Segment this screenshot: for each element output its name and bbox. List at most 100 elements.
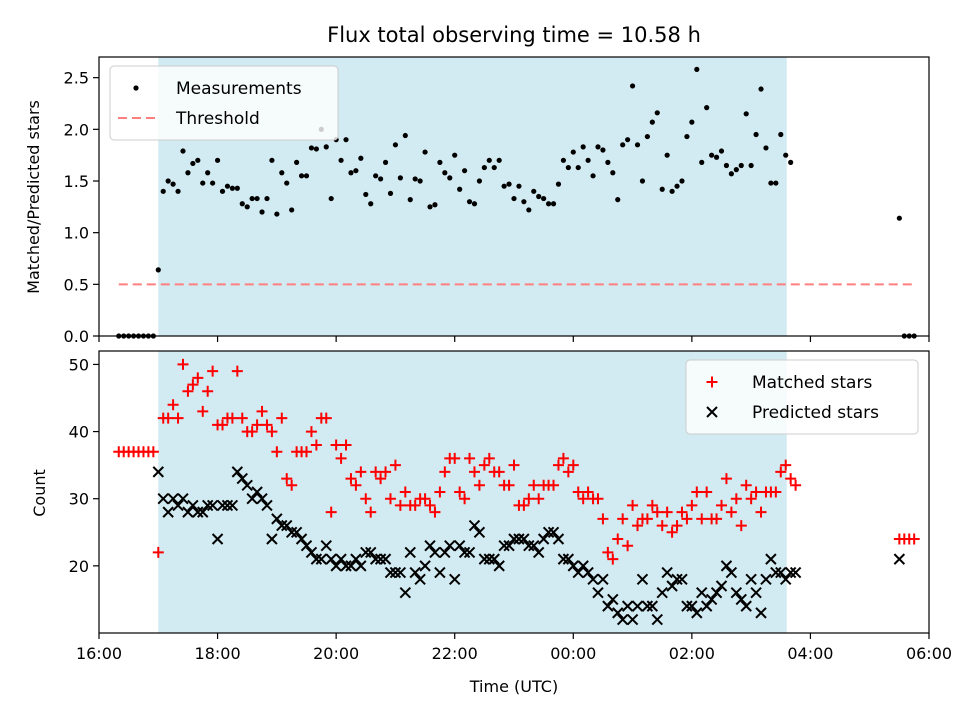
data-point [664,152,670,158]
x-tick-label: 22:00 [432,644,478,663]
data-point [666,526,678,538]
data-point [681,513,693,525]
data-point [289,207,295,213]
data-point [621,600,634,612]
data-point [488,553,500,565]
data-point [681,600,693,612]
data-point [458,546,471,559]
data-point [590,173,596,179]
data-point [557,452,569,464]
data-point [384,493,396,505]
data-point [206,499,219,512]
data-point [313,146,319,152]
data-point [661,566,673,579]
data-point [631,600,644,612]
data-point [760,573,772,585]
data-point [409,566,421,579]
series-measurements [116,66,917,339]
legend-marker [706,376,718,388]
data-point [224,183,231,189]
data-point [375,473,387,485]
data-point [542,526,555,538]
data-point [389,566,402,579]
data-point [303,173,310,179]
data-point [526,207,532,213]
data-point [409,499,421,511]
data-point [616,613,629,626]
data-point [669,188,675,194]
data-point [323,144,329,150]
data-point [641,600,654,612]
data-point [632,520,644,532]
data-point [399,486,411,498]
data-point [412,176,418,182]
data-point [694,66,700,72]
data-point [780,459,792,471]
data-point [582,486,594,498]
data-point [350,553,362,565]
data-point [382,159,389,165]
data-point [713,154,720,160]
data-point [471,201,478,207]
data-point [180,148,186,154]
legend-label: Threshold [175,109,260,129]
y-tick-label: 2.5 [64,69,89,88]
data-point [580,144,586,150]
data-point [674,183,680,189]
data-point [733,167,739,173]
data-point [170,181,176,187]
data-point [256,493,268,505]
axes-frame [98,56,930,337]
data-point [266,426,278,438]
data-point [570,149,576,155]
data-point [207,365,219,377]
data-point [241,479,253,491]
data-point [755,506,767,518]
data-point [453,540,466,552]
data-point [600,147,606,153]
data-point [221,499,234,512]
data-point [659,186,665,192]
data-point [374,553,387,565]
data-point [373,173,379,179]
data-point [274,211,280,217]
data-point [745,493,757,505]
data-point [481,164,487,171]
data-point [478,459,490,471]
data-point [508,459,520,471]
data-point [231,466,244,478]
data-point [402,132,408,139]
data-point [473,526,486,538]
y-tick-label: 0.0 [64,327,89,346]
data-point [656,587,668,599]
data-point [518,499,530,511]
data-point [518,533,530,545]
data-point [308,145,315,151]
data-point [202,385,214,397]
data-point [587,573,599,585]
data-point [447,175,453,181]
data-point [533,493,545,505]
data-point [328,195,334,202]
data-point [305,426,317,438]
data-point [177,358,189,370]
data-point [478,553,491,565]
data-point [730,493,742,505]
data-point [165,178,171,184]
data-point [432,202,438,208]
data-point [463,546,476,559]
data-point [763,145,769,151]
data-point [555,181,562,187]
y-axis-label-count: Count [30,469,49,517]
data-point [483,452,495,464]
data-point [696,513,708,525]
data-point [269,157,275,163]
data-point [201,499,214,512]
data-point [343,137,349,143]
data-point [728,171,734,177]
data-point [575,164,581,171]
data-point [389,459,401,471]
data-point [513,533,525,545]
data-point [239,201,245,207]
data-point [407,197,413,203]
